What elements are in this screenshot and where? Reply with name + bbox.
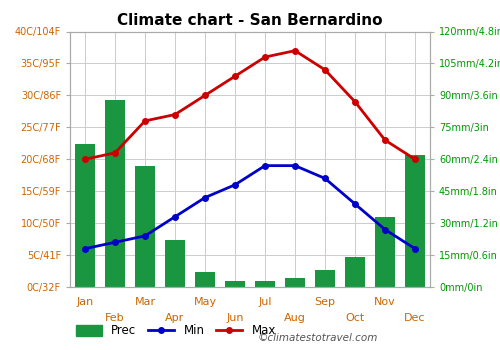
Bar: [345, 257, 365, 287]
Legend: Prec, Min, Max: Prec, Min, Max: [76, 324, 276, 337]
Bar: [256, 281, 275, 287]
Bar: [135, 166, 155, 287]
Bar: [105, 100, 125, 287]
Bar: [165, 240, 185, 287]
Text: Mar: Mar: [134, 297, 156, 307]
Bar: [195, 272, 215, 287]
Text: Feb: Feb: [105, 313, 125, 323]
Text: Sep: Sep: [314, 297, 336, 307]
Text: May: May: [194, 297, 216, 307]
Bar: [375, 217, 395, 287]
Text: Jul: Jul: [258, 297, 272, 307]
Text: Apr: Apr: [166, 313, 184, 323]
Text: Jan: Jan: [76, 297, 94, 307]
Bar: [285, 279, 305, 287]
Text: Jun: Jun: [226, 313, 244, 323]
Bar: [316, 270, 335, 287]
Bar: [75, 144, 95, 287]
Text: Nov: Nov: [374, 297, 396, 307]
Text: Dec: Dec: [404, 313, 426, 323]
Title: Climate chart - San Bernardino: Climate chart - San Bernardino: [117, 13, 383, 28]
Text: Oct: Oct: [346, 313, 364, 323]
Bar: [405, 155, 425, 287]
Text: ©climatestotravel.com: ©climatestotravel.com: [257, 333, 378, 343]
Text: Aug: Aug: [284, 313, 306, 323]
Bar: [225, 281, 245, 287]
